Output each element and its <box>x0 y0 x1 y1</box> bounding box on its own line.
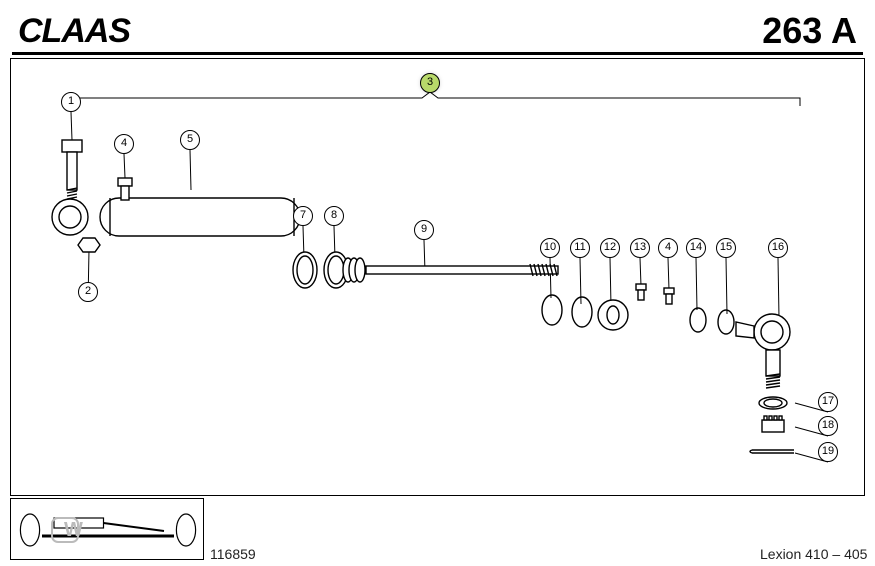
callout-leaders <box>71 112 828 462</box>
callout-19: 19 <box>818 442 838 462</box>
callout-2: 2 <box>78 282 98 302</box>
callout-11: 11 <box>570 238 590 258</box>
svg-text:W: W <box>64 519 83 541</box>
callout-8: 8 <box>324 206 344 226</box>
parts-group <box>52 140 794 453</box>
callout-5: 5 <box>180 130 200 150</box>
callout-4-b: 4 <box>658 238 678 258</box>
drawing-number: 116859 <box>210 546 256 562</box>
callout-18: 18 <box>818 416 838 436</box>
callout-9: 9 <box>414 220 434 240</box>
callout-4: 4 <box>114 134 134 154</box>
callout-1: 1 <box>61 92 81 112</box>
callout-15: 15 <box>716 238 736 258</box>
thumbnail-drawing: W <box>20 514 195 546</box>
callout-13: 13 <box>630 238 650 258</box>
callout-16: 16 <box>768 238 788 258</box>
callout-3: 3 <box>420 73 440 93</box>
model-label: Lexion 410 – 405 <box>760 546 867 562</box>
assembly-bracket <box>66 92 800 106</box>
callout-14: 14 <box>686 238 706 258</box>
callout-7: 7 <box>293 206 313 226</box>
callout-10: 10 <box>540 238 560 258</box>
callout-17: 17 <box>818 392 838 412</box>
callout-12: 12 <box>600 238 620 258</box>
